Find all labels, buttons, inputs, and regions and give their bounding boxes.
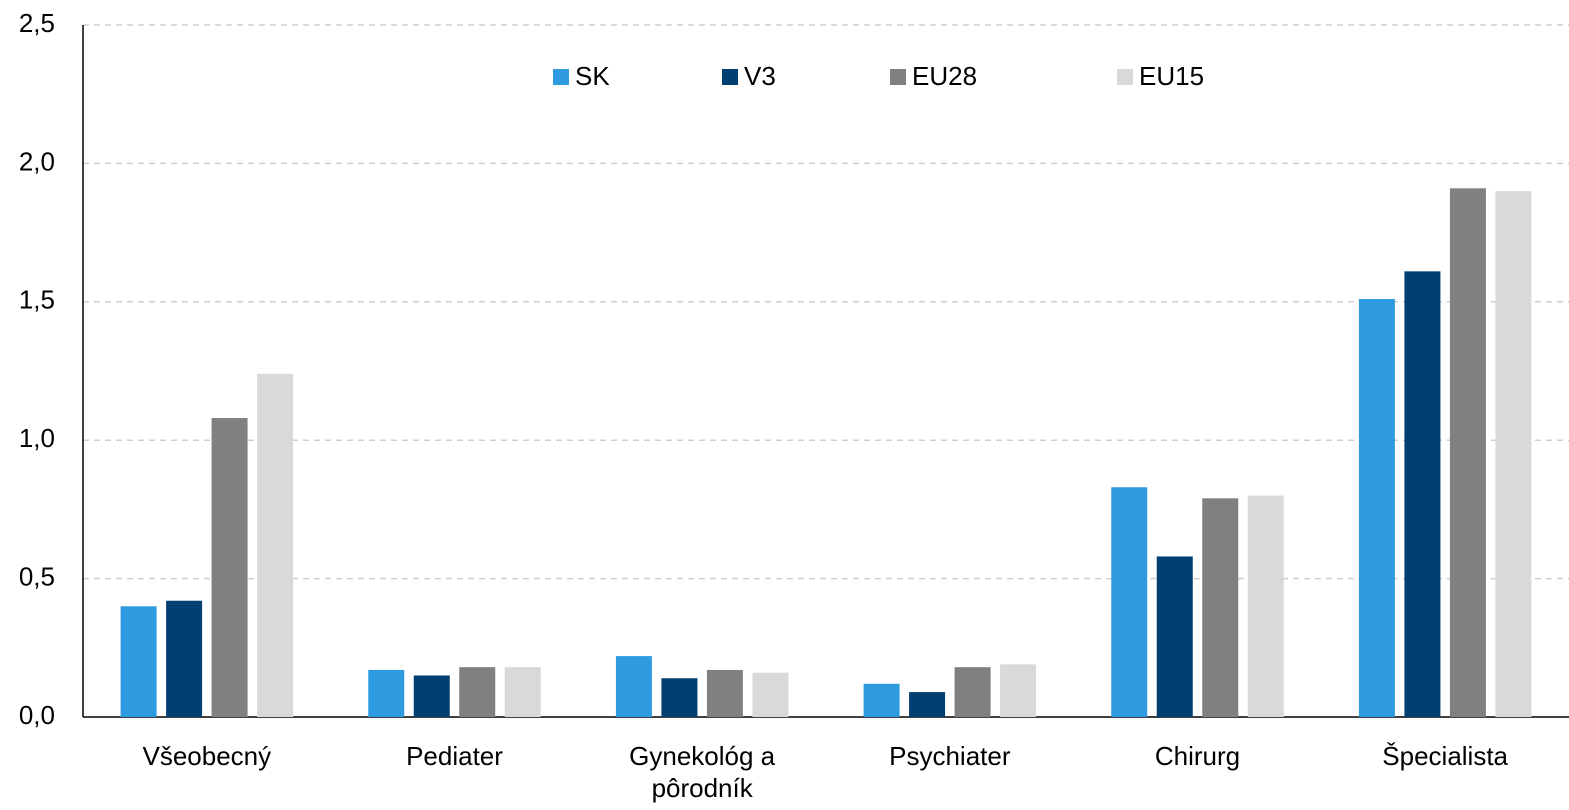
legend-label: EU28 <box>912 61 977 91</box>
legend-swatch <box>722 69 738 85</box>
y-tick-label: 1,0 <box>19 423 55 453</box>
y-tick-label: 0,0 <box>19 700 55 730</box>
bar <box>368 669 405 717</box>
legend-swatch <box>890 69 906 85</box>
y-tick-label: 2,0 <box>19 146 55 176</box>
bar <box>863 683 900 717</box>
bar <box>661 678 698 717</box>
bar <box>413 675 450 717</box>
bar <box>459 667 496 717</box>
y-tick-label: 0,5 <box>19 561 55 591</box>
bar <box>1202 498 1239 717</box>
bar <box>1495 191 1532 717</box>
x-tick-label: Chirurg <box>1154 741 1241 771</box>
bar <box>615 656 652 717</box>
bar <box>120 606 157 717</box>
x-tick-label: Pediater <box>406 741 503 771</box>
bar <box>954 667 991 717</box>
bar <box>909 692 946 717</box>
bar <box>1111 487 1148 717</box>
legend-swatch <box>553 69 569 85</box>
legend-label: V3 <box>744 61 776 91</box>
y-tick-label: 2,5 <box>19 8 55 38</box>
bar <box>1247 495 1284 717</box>
bar <box>1404 271 1441 717</box>
bar <box>706 669 743 717</box>
bar <box>1449 188 1486 717</box>
bar <box>1156 556 1193 717</box>
legend-label: SK <box>575 61 610 91</box>
bar <box>1358 299 1395 717</box>
x-tick-label: Všeobecný <box>142 741 272 771</box>
bar <box>752 672 789 717</box>
bar <box>211 418 248 717</box>
bar <box>504 667 541 717</box>
bar <box>257 373 294 717</box>
x-tick-label: Gynekológ a pôrodník <box>629 741 776 803</box>
x-tick-label: Psychiater <box>889 741 1011 771</box>
legend-label: EU15 <box>1139 61 1204 91</box>
legend-swatch <box>1117 69 1133 85</box>
bar <box>1000 664 1037 717</box>
bar <box>166 600 203 717</box>
y-tick-label: 1,5 <box>19 285 55 315</box>
x-tick-label: Špecialista <box>1382 741 1509 771</box>
